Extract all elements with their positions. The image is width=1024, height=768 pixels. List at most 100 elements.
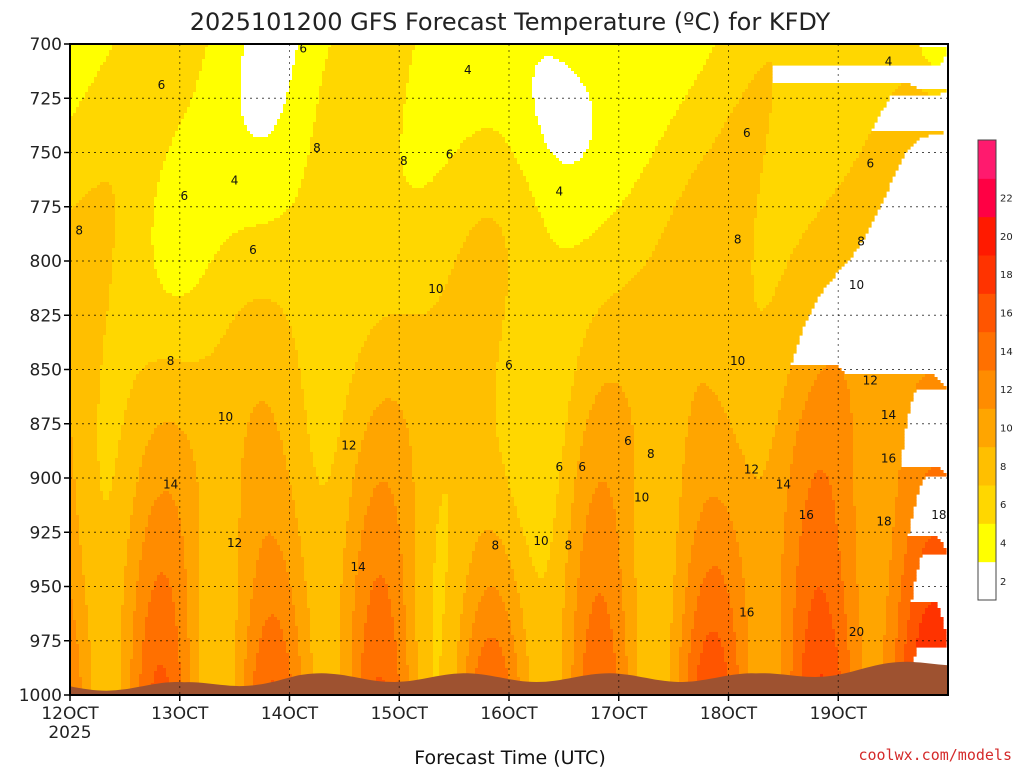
field-cell bbox=[574, 380, 788, 384]
field-cell bbox=[847, 386, 917, 390]
field-cell bbox=[145, 533, 182, 537]
field-cell bbox=[892, 545, 908, 549]
field-cell bbox=[70, 197, 83, 201]
field-cell bbox=[916, 638, 947, 642]
field-cell bbox=[535, 71, 575, 75]
field-cell bbox=[361, 533, 401, 537]
field-cell bbox=[154, 251, 218, 255]
field-cell bbox=[274, 218, 482, 222]
field-cell bbox=[382, 677, 401, 681]
field-cell bbox=[133, 647, 143, 651]
field-cell bbox=[298, 653, 314, 657]
field-cell bbox=[70, 602, 74, 606]
field-cell bbox=[70, 167, 164, 171]
field-cell bbox=[787, 260, 848, 264]
field-cell bbox=[592, 233, 662, 237]
field-cell bbox=[496, 413, 569, 417]
field-cell bbox=[634, 431, 689, 435]
field-cell bbox=[685, 185, 761, 189]
field-cell bbox=[340, 602, 356, 606]
field-cell bbox=[784, 524, 803, 528]
field-cell bbox=[631, 416, 689, 420]
field-cell bbox=[397, 512, 416, 516]
field-cell bbox=[70, 68, 101, 72]
field-cell bbox=[433, 569, 449, 573]
field-cell bbox=[250, 605, 296, 609]
field-cell bbox=[127, 539, 146, 543]
field-cell bbox=[82, 569, 125, 573]
field-cell bbox=[235, 656, 248, 660]
field-cell bbox=[664, 227, 755, 231]
field-cell bbox=[667, 125, 725, 129]
field-cell bbox=[679, 503, 704, 507]
field-cell bbox=[883, 647, 896, 651]
field-cell bbox=[595, 488, 611, 492]
field-cell bbox=[301, 671, 314, 675]
field-cell bbox=[685, 611, 695, 615]
field-cell bbox=[307, 602, 341, 606]
field-cell bbox=[754, 257, 791, 261]
field-cell bbox=[262, 632, 284, 636]
field-cell bbox=[517, 668, 530, 672]
field-cell bbox=[517, 581, 566, 585]
field-cell bbox=[607, 611, 626, 615]
field-cell bbox=[301, 182, 410, 186]
field-cell bbox=[313, 452, 335, 456]
field-cell bbox=[313, 665, 341, 669]
field-cell bbox=[388, 593, 404, 597]
field-cell bbox=[613, 650, 626, 654]
field-cell bbox=[700, 656, 725, 660]
field-cell bbox=[397, 644, 407, 648]
field-cell bbox=[586, 641, 614, 645]
field-cell bbox=[370, 593, 389, 597]
field-cell bbox=[568, 65, 704, 69]
field-cell bbox=[394, 635, 407, 639]
field-cell bbox=[79, 674, 92, 678]
field-cell bbox=[121, 605, 137, 609]
field-cell bbox=[130, 392, 305, 396]
field-cell bbox=[187, 584, 200, 588]
field-cell bbox=[259, 554, 284, 558]
field-cell bbox=[283, 446, 311, 450]
field-cell bbox=[634, 569, 677, 573]
field-cell bbox=[403, 161, 449, 165]
field-cell bbox=[340, 638, 353, 642]
field-cell bbox=[139, 674, 155, 678]
field-cell bbox=[292, 488, 353, 492]
field-cell bbox=[694, 392, 716, 396]
field-cell bbox=[850, 398, 914, 402]
field-cell bbox=[628, 671, 638, 675]
field-cell bbox=[571, 68, 704, 72]
field-cell bbox=[844, 608, 860, 612]
field-cell bbox=[733, 614, 749, 618]
field-cell bbox=[592, 119, 671, 123]
field-cell bbox=[340, 665, 353, 669]
field-cell bbox=[70, 92, 86, 96]
field-cell bbox=[673, 620, 683, 624]
field-cell bbox=[556, 494, 575, 498]
field-cell bbox=[433, 662, 440, 666]
field-cell bbox=[781, 572, 797, 576]
field-cell bbox=[685, 458, 746, 462]
field-cell bbox=[748, 632, 782, 636]
field-cell bbox=[592, 605, 608, 609]
field-cell bbox=[235, 629, 248, 633]
field-cell bbox=[904, 572, 917, 576]
field-cell bbox=[253, 407, 272, 411]
field-cell bbox=[313, 131, 404, 135]
field-cell bbox=[826, 365, 839, 369]
field-cell bbox=[805, 407, 851, 411]
field-cell bbox=[310, 152, 401, 156]
field-cell bbox=[736, 656, 749, 660]
field-cell bbox=[799, 551, 842, 555]
field-cell bbox=[835, 629, 848, 633]
field-cell bbox=[886, 614, 899, 618]
field-cell bbox=[340, 593, 356, 597]
field-cell bbox=[133, 617, 146, 621]
field-cell bbox=[235, 635, 248, 639]
field-cell bbox=[769, 452, 794, 456]
field-cell bbox=[484, 593, 500, 597]
field-cell bbox=[781, 278, 833, 282]
field-cell bbox=[565, 425, 587, 429]
field-cell bbox=[568, 404, 593, 408]
